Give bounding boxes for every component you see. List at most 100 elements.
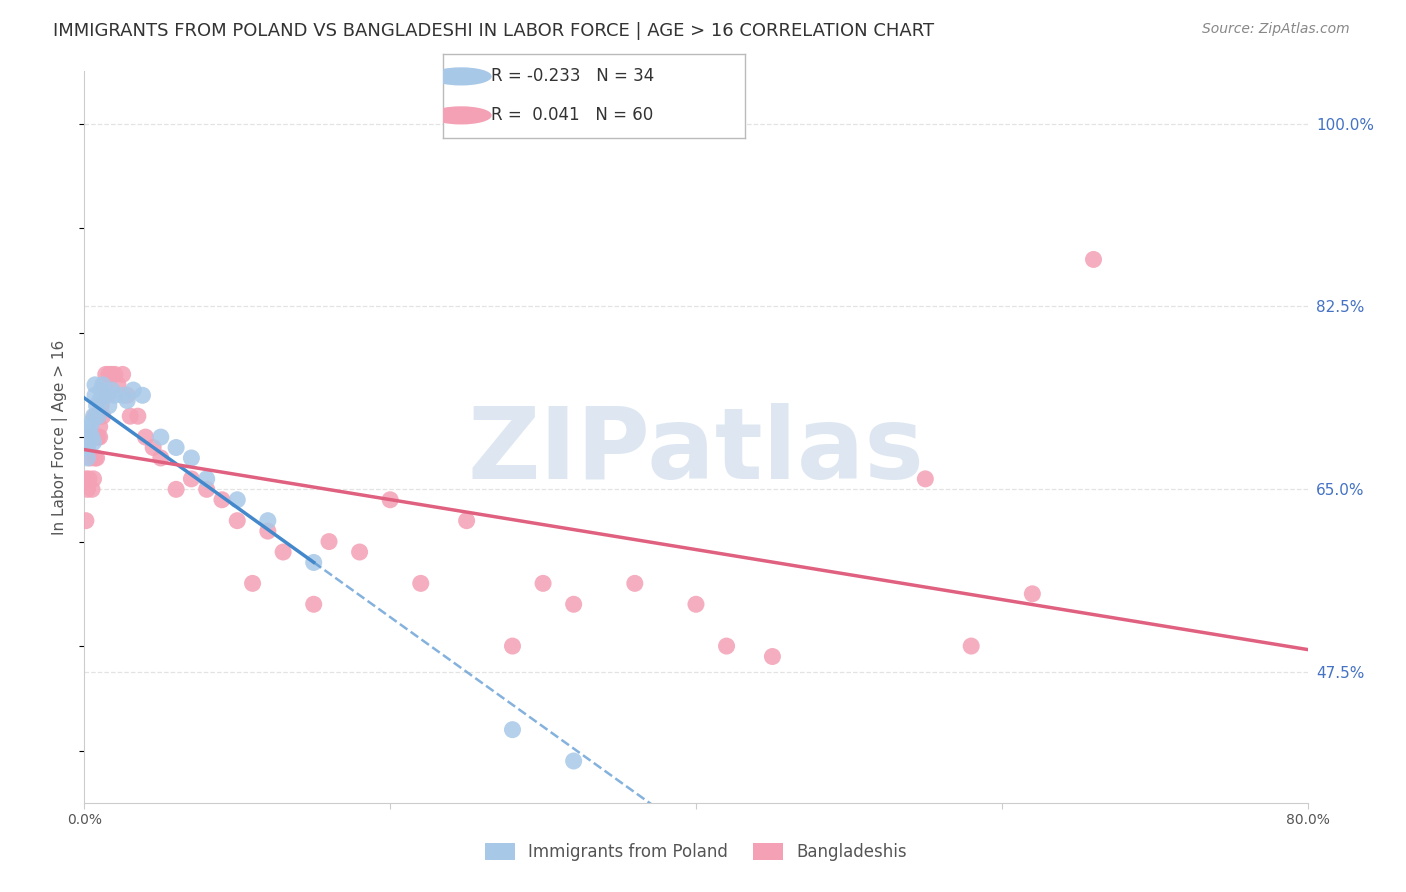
- Point: [122, 383, 145, 397]
- Point: [91, 409, 114, 424]
- Point: [456, 514, 478, 528]
- Point: [562, 754, 585, 768]
- Point: [84, 377, 107, 392]
- Point: [914, 472, 936, 486]
- Point: [84, 388, 107, 402]
- Point: [87, 409, 110, 424]
- Point: [80, 414, 103, 428]
- Point: [257, 514, 280, 528]
- Point: [380, 492, 402, 507]
- Point: [685, 597, 707, 611]
- Point: [1021, 587, 1043, 601]
- Point: [409, 576, 432, 591]
- Point: [180, 450, 202, 465]
- Point: [84, 450, 107, 465]
- Text: Source: ZipAtlas.com: Source: ZipAtlas.com: [1202, 22, 1350, 37]
- Point: [75, 514, 97, 528]
- Point: [97, 368, 120, 382]
- Point: [84, 409, 107, 424]
- Text: R = -0.233   N = 34: R = -0.233 N = 34: [491, 68, 655, 86]
- Point: [195, 472, 218, 486]
- Point: [80, 430, 103, 444]
- Point: [531, 576, 554, 591]
- Point: [75, 472, 97, 486]
- Point: [761, 649, 783, 664]
- Point: [83, 430, 105, 444]
- Circle shape: [432, 68, 491, 85]
- Point: [104, 388, 127, 402]
- Point: [90, 383, 112, 397]
- Point: [115, 388, 138, 402]
- Point: [89, 419, 111, 434]
- Point: [226, 492, 249, 507]
- Circle shape: [432, 107, 491, 124]
- Point: [1083, 252, 1105, 267]
- Point: [131, 388, 153, 402]
- Point: [111, 368, 134, 382]
- Point: [94, 388, 117, 402]
- Point: [716, 639, 738, 653]
- Legend: Immigrants from Poland, Bangladeshis: Immigrants from Poland, Bangladeshis: [478, 836, 914, 868]
- Point: [257, 524, 280, 538]
- Point: [302, 597, 325, 611]
- Point: [349, 545, 371, 559]
- Point: [127, 409, 149, 424]
- Point: [94, 368, 117, 382]
- Point: [165, 483, 187, 497]
- Point: [149, 430, 172, 444]
- Point: [77, 430, 100, 444]
- Point: [135, 430, 157, 444]
- Point: [96, 388, 118, 402]
- Point: [80, 430, 103, 444]
- Text: R =  0.041   N = 60: R = 0.041 N = 60: [491, 106, 654, 124]
- Point: [83, 472, 105, 486]
- Point: [624, 576, 647, 591]
- Point: [79, 419, 101, 434]
- Point: [97, 399, 120, 413]
- Point: [86, 450, 108, 465]
- Point: [142, 441, 165, 455]
- Point: [77, 435, 100, 450]
- Point: [120, 409, 142, 424]
- Point: [107, 377, 129, 392]
- Point: [86, 399, 108, 413]
- Point: [75, 441, 97, 455]
- Point: [101, 368, 124, 382]
- Text: ZIPatlas: ZIPatlas: [468, 403, 924, 500]
- Point: [271, 545, 294, 559]
- Point: [76, 430, 98, 444]
- Point: [80, 483, 103, 497]
- Point: [83, 435, 105, 450]
- Point: [76, 441, 98, 455]
- Point: [76, 483, 98, 497]
- Y-axis label: In Labor Force | Age > 16: In Labor Force | Age > 16: [52, 340, 69, 534]
- Point: [86, 430, 108, 444]
- Point: [83, 409, 105, 424]
- Point: [104, 368, 127, 382]
- Point: [89, 393, 111, 408]
- Point: [318, 534, 340, 549]
- Text: IMMIGRANTS FROM POLAND VS BANGLADESHI IN LABOR FORCE | AGE > 16 CORRELATION CHAR: IMMIGRANTS FROM POLAND VS BANGLADESHI IN…: [53, 22, 935, 40]
- Point: [101, 383, 124, 397]
- Point: [211, 492, 233, 507]
- Point: [195, 483, 218, 497]
- Point: [77, 472, 100, 486]
- Point: [502, 639, 524, 653]
- Point: [90, 399, 112, 413]
- Point: [149, 450, 172, 465]
- Point: [89, 430, 111, 444]
- Point: [111, 388, 134, 402]
- Point: [115, 393, 138, 408]
- Point: [960, 639, 983, 653]
- Point: [562, 597, 585, 611]
- Point: [180, 472, 202, 486]
- Point: [76, 450, 98, 465]
- Point: [87, 430, 110, 444]
- Point: [242, 576, 264, 591]
- Point: [91, 377, 114, 392]
- Point: [93, 377, 115, 392]
- Point: [226, 514, 249, 528]
- Point: [79, 450, 101, 465]
- Point: [165, 441, 187, 455]
- Point: [77, 425, 100, 439]
